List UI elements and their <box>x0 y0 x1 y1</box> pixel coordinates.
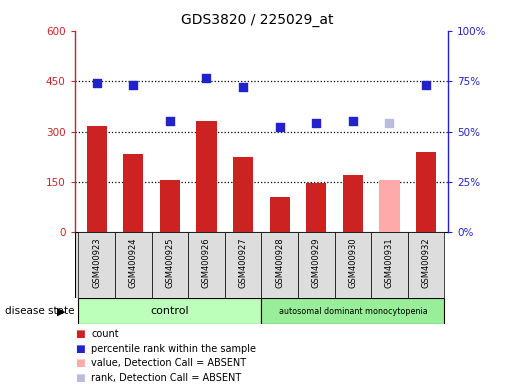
FancyBboxPatch shape <box>261 298 444 324</box>
Text: ▶: ▶ <box>57 306 65 316</box>
FancyBboxPatch shape <box>261 232 298 298</box>
Text: count: count <box>91 329 119 339</box>
FancyBboxPatch shape <box>225 232 261 298</box>
FancyBboxPatch shape <box>298 232 335 298</box>
Point <box>93 80 101 86</box>
Text: disease state: disease state <box>5 306 75 316</box>
Text: GSM400927: GSM400927 <box>238 238 248 288</box>
Text: GSM400928: GSM400928 <box>275 238 284 288</box>
Bar <box>416 152 436 232</box>
Point <box>422 82 430 88</box>
FancyBboxPatch shape <box>78 232 115 298</box>
Text: GSM400926: GSM400926 <box>202 238 211 288</box>
Text: value, Detection Call = ABSENT: value, Detection Call = ABSENT <box>91 358 246 368</box>
FancyBboxPatch shape <box>408 232 444 298</box>
Point <box>129 82 138 88</box>
FancyBboxPatch shape <box>371 232 408 298</box>
Text: autosomal dominant monocytopenia: autosomal dominant monocytopenia <box>279 307 427 316</box>
FancyBboxPatch shape <box>75 232 441 298</box>
Point <box>276 124 284 131</box>
Bar <box>306 183 327 232</box>
Text: rank, Detection Call = ABSENT: rank, Detection Call = ABSENT <box>91 373 242 383</box>
Bar <box>196 121 216 232</box>
Bar <box>160 180 180 232</box>
Text: GSM400932: GSM400932 <box>422 238 431 288</box>
Text: ■: ■ <box>75 358 84 368</box>
Text: ■: ■ <box>75 344 84 354</box>
Text: GDS3820 / 225029_at: GDS3820 / 225029_at <box>181 13 334 27</box>
Text: GSM400931: GSM400931 <box>385 238 394 288</box>
Bar <box>269 197 290 232</box>
Text: GSM400925: GSM400925 <box>165 238 175 288</box>
Point <box>202 75 211 81</box>
Bar <box>87 126 107 232</box>
FancyBboxPatch shape <box>78 298 261 324</box>
FancyBboxPatch shape <box>335 232 371 298</box>
FancyBboxPatch shape <box>115 232 151 298</box>
Text: GSM400930: GSM400930 <box>348 238 357 288</box>
Text: ■: ■ <box>75 373 84 383</box>
Point <box>312 120 320 126</box>
FancyBboxPatch shape <box>151 232 188 298</box>
Point <box>166 118 174 124</box>
Text: ■: ■ <box>75 329 84 339</box>
Point <box>349 118 357 124</box>
Text: GSM400923: GSM400923 <box>92 238 101 288</box>
Point <box>239 84 247 90</box>
Bar <box>380 180 400 232</box>
FancyBboxPatch shape <box>188 232 225 298</box>
Bar <box>123 154 143 232</box>
Point <box>385 120 393 126</box>
Text: GSM400929: GSM400929 <box>312 238 321 288</box>
Text: GSM400924: GSM400924 <box>129 238 138 288</box>
Bar <box>233 157 253 232</box>
Text: control: control <box>150 306 189 316</box>
Bar <box>343 175 363 232</box>
Text: percentile rank within the sample: percentile rank within the sample <box>91 344 256 354</box>
